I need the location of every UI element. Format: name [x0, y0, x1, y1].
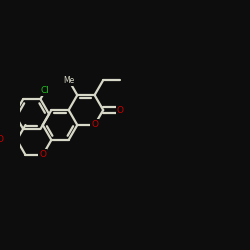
Text: O: O [39, 150, 46, 160]
Text: O: O [0, 136, 3, 144]
Text: O: O [91, 120, 98, 130]
Text: Me: Me [63, 76, 74, 85]
Text: Cl: Cl [41, 86, 50, 95]
Text: O: O [117, 106, 124, 114]
